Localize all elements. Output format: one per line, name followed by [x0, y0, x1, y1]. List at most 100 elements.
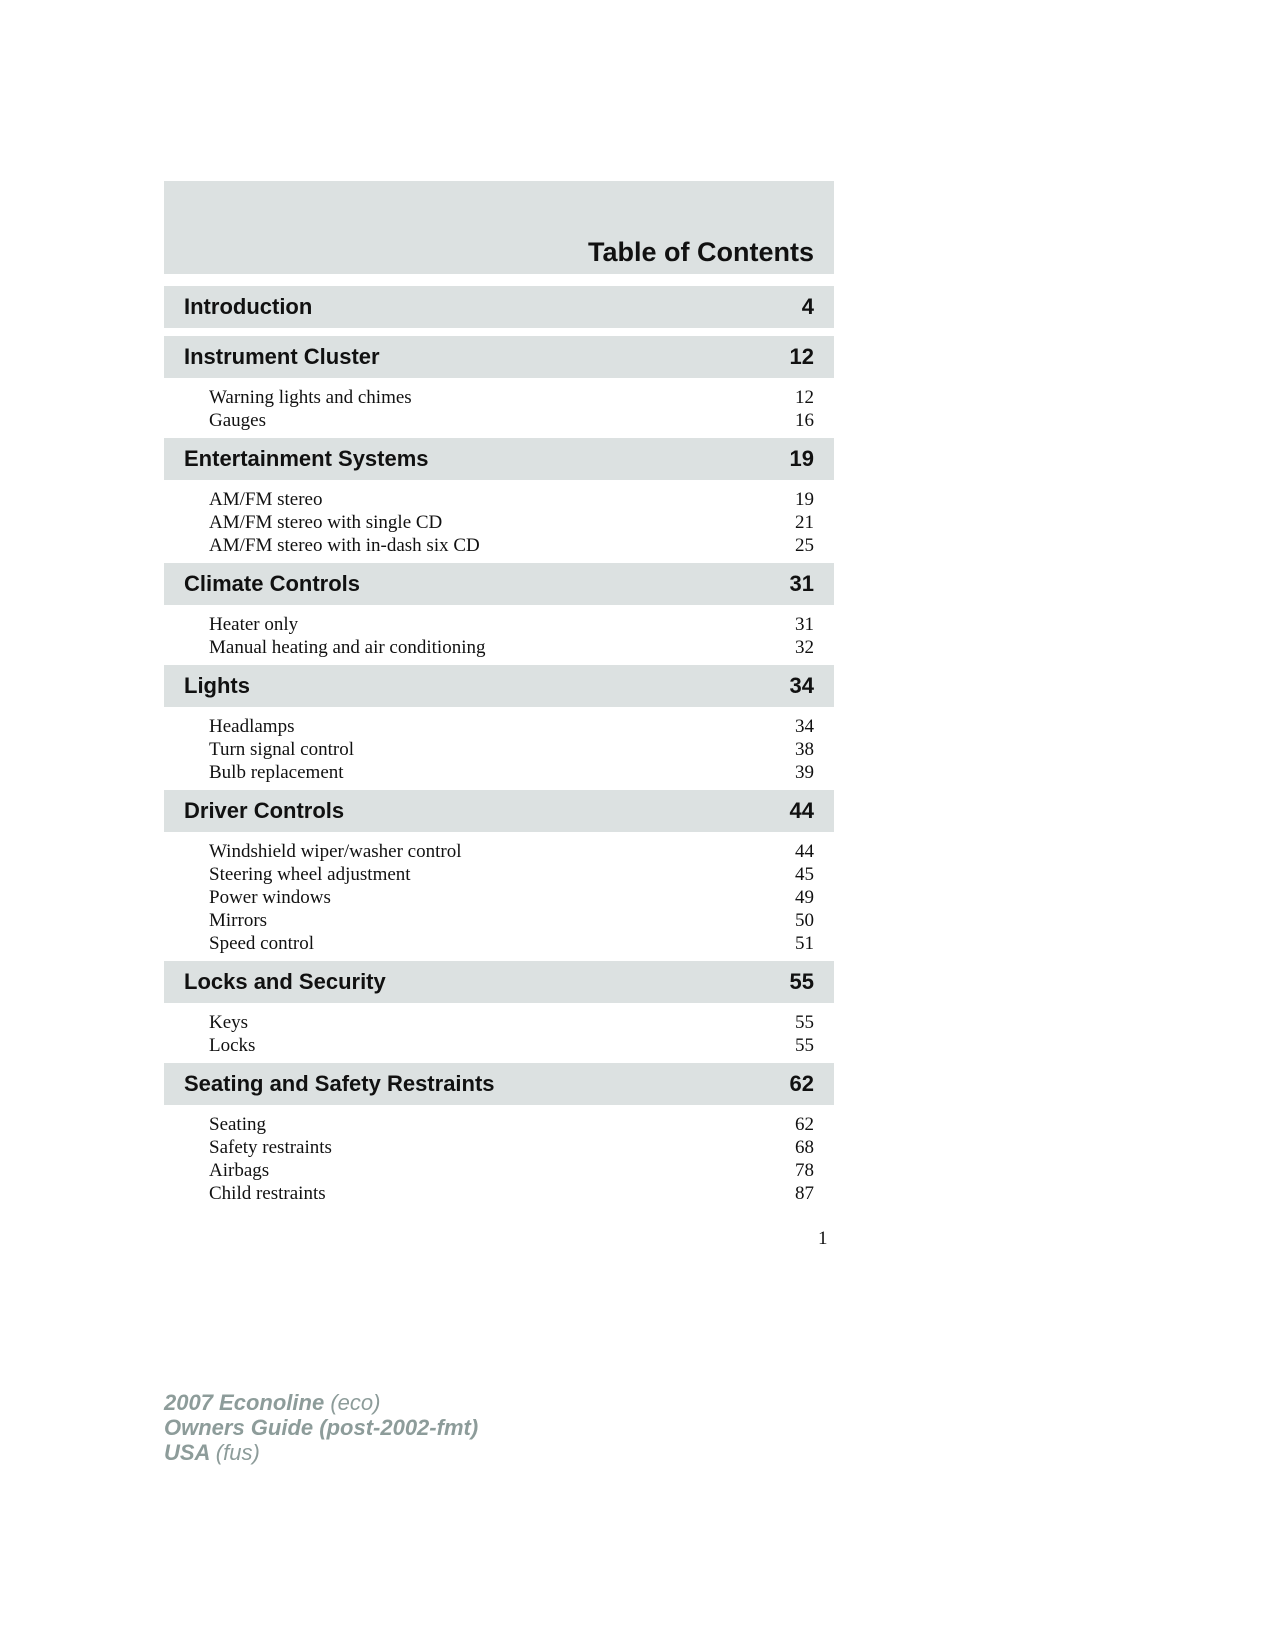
section-items: Heater only 31 Manual heating and air cond…	[164, 605, 834, 665]
toc-item[interactable]: AM/FM stereo 19	[209, 488, 814, 511]
toc-section[interactable]: Lights 34	[164, 665, 834, 707]
toc-item[interactable]: Heater only 31	[209, 613, 814, 636]
item-label: Power windows	[209, 887, 331, 908]
section-title: Locks and Security	[184, 969, 386, 994]
footer-code: (fus)	[215, 1440, 260, 1465]
page-number: 1	[818, 1228, 828, 1249]
footer-market: USA	[164, 1440, 210, 1465]
item-label: Manual heating and air conditioning	[209, 637, 486, 658]
toc-item[interactable]: Manual heating and air conditioning 32	[209, 636, 814, 659]
item-page: 55	[795, 1012, 814, 1033]
toc-item[interactable]: Airbags 78	[209, 1159, 814, 1182]
item-page: 12	[795, 387, 814, 408]
footer: 2007 Econoline (eco) Owners Guide (post-…	[164, 1390, 478, 1465]
section-page: 31	[789, 571, 814, 596]
section-items: Keys 55 Locks 55	[164, 1003, 834, 1063]
toc-item[interactable]: AM/FM stereo with in-dash six CD 25	[209, 534, 814, 557]
item-page: 19	[795, 489, 814, 510]
toc-item[interactable]: Headlamps 34	[209, 715, 814, 738]
footer-line: Owners Guide (post-2002-fmt)	[164, 1415, 478, 1440]
toc-section[interactable]: Locks and Security 55	[164, 961, 834, 1003]
section-title: Driver Controls	[184, 798, 345, 823]
item-label: AM/FM stereo	[209, 489, 323, 510]
section-page: 55	[789, 969, 814, 994]
toc-item[interactable]: Mirrors 50	[209, 909, 814, 932]
item-page: 50	[795, 910, 814, 931]
section-title: Introduction	[184, 294, 313, 319]
item-label: Keys	[209, 1012, 249, 1033]
item-label: Windshield wiper/washer control	[209, 841, 462, 862]
section-page: 19	[789, 446, 814, 471]
item-label: Child restraints	[209, 1183, 326, 1204]
item-label: Safety restraints	[209, 1137, 332, 1158]
toc-item[interactable]: Speed control 51	[209, 932, 814, 955]
toc-item[interactable]: Bulb replacement 39	[209, 761, 814, 784]
item-page: 21	[795, 512, 814, 533]
section-title: Entertainment Systems	[184, 446, 429, 471]
item-page: 16	[795, 410, 814, 431]
item-page: 38	[795, 739, 814, 760]
toc-item[interactable]: Gauges 16	[209, 409, 814, 432]
section-items: Warning lights and chimes 12 Gauges 16	[164, 378, 834, 438]
item-page: 68	[795, 1137, 814, 1158]
item-label: Locks	[209, 1035, 256, 1056]
toc-item[interactable]: Turn signal control 38	[209, 738, 814, 761]
footer-line: 2007 Econoline (eco)	[164, 1390, 478, 1415]
toc-item[interactable]: Power windows 49	[209, 886, 814, 909]
toc-item[interactable]: AM/FM stereo with single CD 21	[209, 511, 814, 534]
item-label: Bulb replacement	[209, 762, 344, 783]
footer-model: 2007 Econoline	[164, 1390, 325, 1415]
section-page: 62	[789, 1071, 814, 1096]
item-label: AM/FM stereo with in-dash six CD	[209, 535, 480, 556]
item-page: 39	[795, 762, 814, 783]
footer-code: (eco)	[330, 1390, 381, 1415]
title-band: Table of Contents	[164, 181, 834, 274]
item-page: 44	[795, 841, 814, 862]
item-page: 45	[795, 864, 814, 885]
item-label: Headlamps	[209, 716, 295, 737]
toc-section[interactable]: Instrument Cluster 12	[164, 336, 834, 378]
section-page: 34	[789, 673, 814, 698]
section-title: Climate Controls	[184, 571, 361, 596]
item-page: 49	[795, 887, 814, 908]
toc-section[interactable]: Entertainment Systems 19	[164, 438, 834, 480]
item-label: Heater only	[209, 614, 299, 635]
toc-item[interactable]: Warning lights and chimes 12	[209, 386, 814, 409]
toc-section[interactable]: Introduction 4	[164, 286, 834, 328]
toc-item[interactable]: Windshield wiper/washer control 44	[209, 840, 814, 863]
toc-section[interactable]: Seating and Safety Restraints 62	[164, 1063, 834, 1105]
item-label: Turn signal control	[209, 739, 354, 760]
item-page: 25	[795, 535, 814, 556]
item-label: Gauges	[209, 410, 266, 431]
item-label: AM/FM stereo with single CD	[209, 512, 443, 533]
toc-section[interactable]: Climate Controls 31	[164, 563, 834, 605]
item-label: Steering wheel adjustment	[209, 864, 411, 885]
toc-item[interactable]: Keys 55	[209, 1011, 814, 1034]
toc-item[interactable]: Steering wheel adjustment 45	[209, 863, 814, 886]
section-title: Seating and Safety Restraints	[184, 1071, 495, 1096]
toc-item[interactable]: Locks 55	[209, 1034, 814, 1057]
item-page: 55	[795, 1035, 814, 1056]
toc-section[interactable]: Driver Controls 44	[164, 790, 834, 832]
item-label: Mirrors	[209, 910, 268, 931]
item-label: Airbags	[209, 1160, 270, 1181]
footer-line: USA (fus)	[164, 1440, 478, 1465]
item-page: 34	[795, 716, 814, 737]
section-items: AM/FM stereo 19 AM/FM stereo with single C…	[164, 480, 834, 563]
item-page: 51	[795, 933, 814, 954]
item-page: 62	[795, 1114, 814, 1135]
item-page: 78	[795, 1160, 814, 1181]
item-page: 87	[795, 1183, 814, 1204]
section-page: 44	[789, 798, 814, 823]
item-page: 32	[795, 637, 814, 658]
toc-item[interactable]: Child restraints 87	[209, 1182, 814, 1205]
item-label: Speed control	[209, 933, 315, 954]
toc-item[interactable]: Seating 62	[209, 1113, 814, 1136]
section-title: Lights	[184, 673, 250, 698]
section-title: Instrument Cluster	[184, 344, 380, 369]
section-items: Windshield wiper/washer control 44 Steerin…	[164, 832, 834, 961]
section-items: Seating 62 Safety restraints 68 Airbags 78 Chi…	[164, 1105, 834, 1211]
section-page: 4	[801, 294, 814, 319]
toc-item[interactable]: Safety restraints 68	[209, 1136, 814, 1159]
